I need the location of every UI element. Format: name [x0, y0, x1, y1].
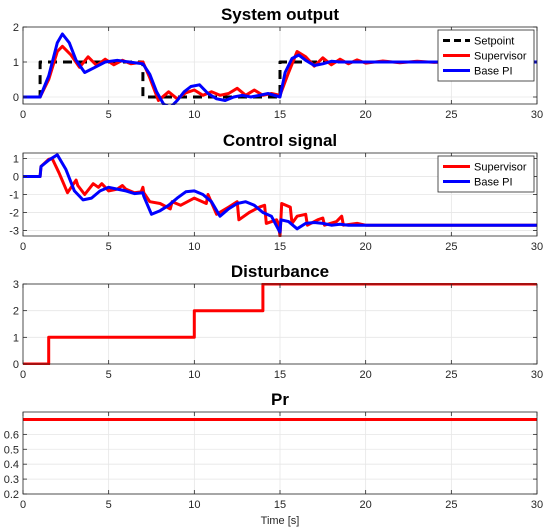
y-tick-label: -1	[9, 190, 19, 202]
x-axis-label: Time [s]	[261, 515, 300, 527]
chart-panel-2: 0 5 10 15 20 25 30 -3 -2 -1 0 1 Control signal Superv…	[9, 131, 543, 253]
x-tick-label: 5	[106, 499, 112, 511]
x-tick-label: 15	[274, 109, 286, 121]
y-tick-label: 1	[13, 332, 19, 344]
series-group	[23, 32, 537, 105]
legend-label: Base PI	[474, 177, 513, 189]
series-line-setpoint	[23, 60, 537, 99]
x-tick-label: 5	[106, 241, 112, 253]
y-tick-label: 0.4	[4, 459, 19, 471]
chart-title: Pr	[271, 390, 289, 409]
x-tick-label: 30	[531, 369, 543, 381]
chart-panel-3: 0 5 10 15 20 25 30 0 1 2 3 Disturbance	[13, 262, 543, 381]
x-tick-label: 5	[106, 109, 112, 121]
x-tick-label: 30	[531, 241, 543, 253]
legend-label: Setpoint	[474, 36, 514, 48]
chart-title: System output	[221, 5, 339, 24]
x-tick-label: 10	[188, 499, 200, 511]
x-tick-label: 25	[445, 499, 457, 511]
y-tick-label: 2	[13, 306, 19, 318]
x-tick-label: 10	[188, 369, 200, 381]
x-tick-label: 25	[445, 241, 457, 253]
series-line-1	[23, 283, 537, 365]
x-tick-label: 20	[360, 499, 372, 511]
series-group	[23, 153, 537, 237]
x-tick-label: 0	[20, 499, 26, 511]
series-line-base-pi	[23, 32, 537, 105]
x-tick-label: 15	[274, 499, 286, 511]
legend: Supervisor Base PI	[437, 155, 535, 193]
x-tick-label: 30	[531, 109, 543, 121]
y-tick-label: 2	[13, 22, 19, 34]
x-tick-label: 0	[20, 369, 26, 381]
series-line-base-pi	[23, 153, 537, 234]
x-tick-label: 20	[360, 109, 372, 121]
x-tick-label: 15	[274, 241, 286, 253]
x-tick-label: 10	[188, 109, 200, 121]
chart-panel-1: 0 5 10 15 20 25 30 0 1 2 System output Setpoint Supe…	[13, 5, 543, 121]
x-tick-label: 20	[360, 369, 372, 381]
chart-title: Disturbance	[231, 262, 329, 281]
y-tick-label: 0.3	[4, 474, 19, 486]
x-tick-label: 15	[274, 369, 286, 381]
y-tick-label: 0	[13, 171, 19, 183]
x-tick-label: 25	[445, 369, 457, 381]
x-tick-label: 0	[20, 241, 26, 253]
legend-label: Supervisor	[474, 162, 527, 174]
legend-label: Base PI	[474, 66, 513, 78]
y-tick-label: 1	[13, 57, 19, 69]
y-tick-label: 0.5	[4, 444, 19, 456]
y-tick-label: -2	[9, 208, 19, 220]
y-tick-label: 0	[13, 359, 19, 371]
x-tick-label: 30	[531, 499, 543, 511]
y-tick-label: 1	[13, 153, 19, 165]
chart-panel-4: 0 5 10 15 20 25 30 0.2 0.3 0.4 0.5 0.6 Pr Time [s]	[4, 390, 543, 527]
y-tick-label: 3	[13, 279, 19, 291]
x-tick-label: 5	[106, 369, 112, 381]
legend: Setpoint Supervisor Base PI	[437, 29, 535, 82]
y-tick-label: 0.6	[4, 429, 19, 441]
x-tick-label: 0	[20, 109, 26, 121]
series-group	[23, 283, 537, 365]
y-tick-label: -3	[9, 226, 19, 238]
x-tick-label: 20	[360, 241, 372, 253]
y-tick-label: 0.2	[4, 489, 19, 501]
legend-label: Supervisor	[474, 51, 527, 63]
chart-title: Control signal	[223, 131, 337, 150]
y-tick-label: 0	[13, 92, 19, 104]
legend-box	[437, 155, 535, 193]
x-tick-label: 25	[445, 109, 457, 121]
x-tick-label: 10	[188, 241, 200, 253]
